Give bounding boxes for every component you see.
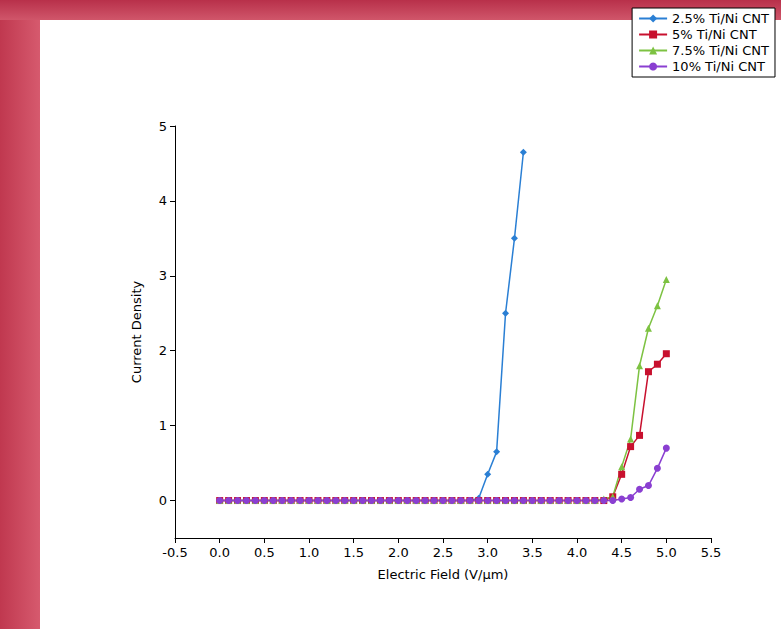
svg-text:10% Ti/Ni CNT: 10% Ti/Ni CNT bbox=[672, 59, 765, 74]
svg-text:1: 1 bbox=[159, 418, 167, 433]
svg-text:5: 5 bbox=[159, 119, 167, 134]
svg-text:Electric Field (V/μm): Electric Field (V/μm) bbox=[378, 567, 509, 582]
svg-text:7.5% Ti/Ni CNT: 7.5% Ti/Ni CNT bbox=[672, 43, 769, 58]
svg-text:-0.5: -0.5 bbox=[162, 545, 187, 560]
svg-text:3.0: 3.0 bbox=[477, 545, 498, 560]
svg-text:1.5: 1.5 bbox=[343, 545, 364, 560]
svg-text:4: 4 bbox=[159, 193, 167, 208]
svg-text:Current Density: Current Density bbox=[129, 281, 144, 384]
svg-text:0: 0 bbox=[159, 493, 167, 508]
svg-text:3.5: 3.5 bbox=[522, 545, 543, 560]
svg-text:5.5: 5.5 bbox=[701, 545, 722, 560]
svg-text:1.0: 1.0 bbox=[299, 545, 320, 560]
svg-text:0.5: 0.5 bbox=[254, 545, 275, 560]
svg-text:4.0: 4.0 bbox=[567, 545, 588, 560]
svg-text:2: 2 bbox=[159, 343, 167, 358]
svg-text:5% Ti/Ni CNT: 5% Ti/Ni CNT bbox=[672, 27, 757, 42]
svg-text:3: 3 bbox=[159, 268, 167, 283]
svg-text:0.0: 0.0 bbox=[209, 545, 230, 560]
svg-text:4.5: 4.5 bbox=[611, 545, 632, 560]
svg-text:5.0: 5.0 bbox=[656, 545, 677, 560]
svg-text:2.5% Ti/Ni CNT: 2.5% Ti/Ni CNT bbox=[672, 11, 769, 26]
svg-text:2.5: 2.5 bbox=[433, 545, 454, 560]
svg-text:2.0: 2.0 bbox=[388, 545, 409, 560]
